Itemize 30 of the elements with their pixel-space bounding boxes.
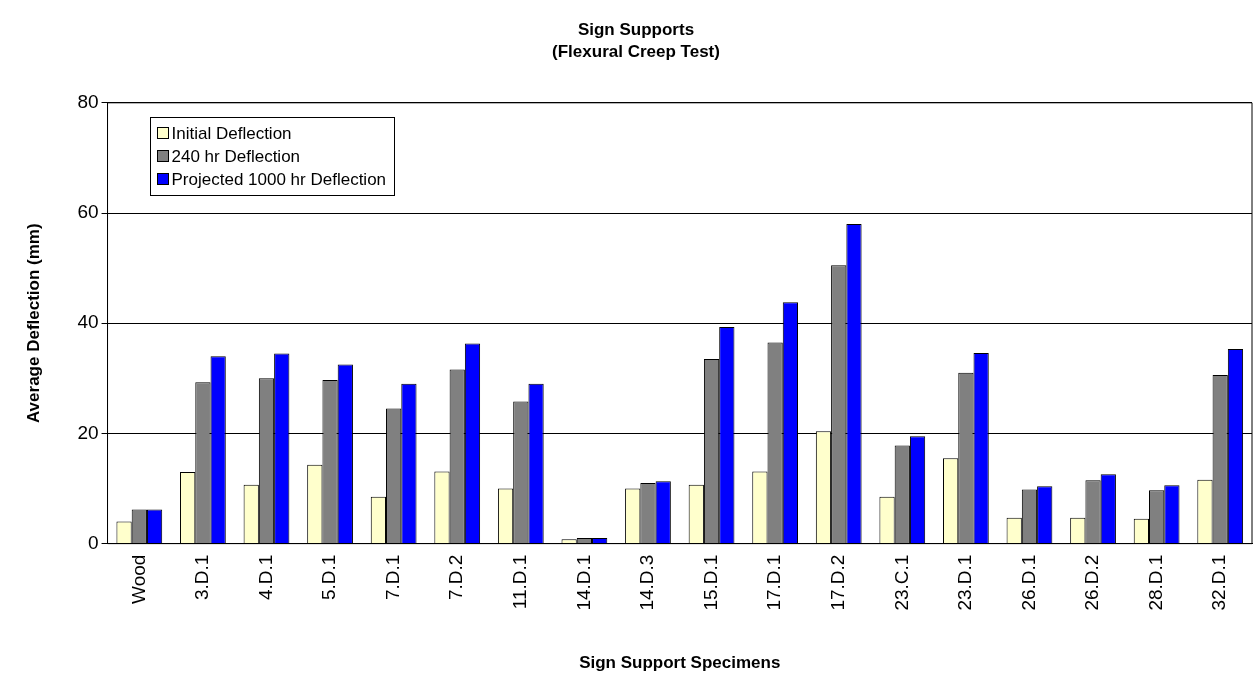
legend-label: Initial Deflection (171, 122, 292, 145)
x-tick-label: 14.D.1 (572, 554, 594, 611)
chart-title: Sign Supports (577, 19, 695, 39)
x-tick-label: 28.D.1 (1144, 554, 1166, 611)
y-tick-label: 80 (77, 91, 99, 113)
x-tick-label: 15.D.1 (699, 554, 721, 611)
x-axis-title: Sign Support Specimens (579, 653, 781, 673)
y-tick-label: 20 (77, 421, 99, 443)
y-axis-title: Average Deflection (mm) (23, 223, 43, 424)
x-tick-label: 26.D.1 (1017, 554, 1039, 611)
x-tick-label: Wood (127, 554, 149, 604)
x-tick-label: 23.D.1 (954, 554, 976, 611)
x-tick-label: 14.D.3 (636, 554, 658, 611)
x-tick-label: 4.D.1 (254, 554, 276, 601)
x-tick-label: 5.D.1 (318, 554, 340, 601)
legend-label: Projected 1000 hr Deflection (171, 168, 387, 191)
x-tick-label: 17.D.1 (763, 554, 785, 611)
x-tick-label: 7.D.2 (445, 554, 467, 601)
y-tick-label: 0 (87, 531, 99, 553)
x-tick-label: 26.D.2 (1081, 554, 1103, 611)
x-tick-label: 3.D.1 (191, 554, 213, 601)
x-tick-label: 32.D.1 (1208, 554, 1230, 611)
x-tick-label: 17.D.2 (826, 554, 848, 611)
legend-label: 240 hr Deflection (171, 145, 301, 168)
x-tick-label: 11.D.1 (509, 554, 531, 610)
chart-subtitle: (Flexural Creep Test) (552, 42, 720, 62)
y-tick-label: 40 (77, 311, 99, 333)
x-tick-label: 23.C.1 (890, 554, 912, 611)
y-tick-label: 60 (77, 201, 99, 223)
x-tick-label: 7.D.1 (381, 554, 403, 601)
